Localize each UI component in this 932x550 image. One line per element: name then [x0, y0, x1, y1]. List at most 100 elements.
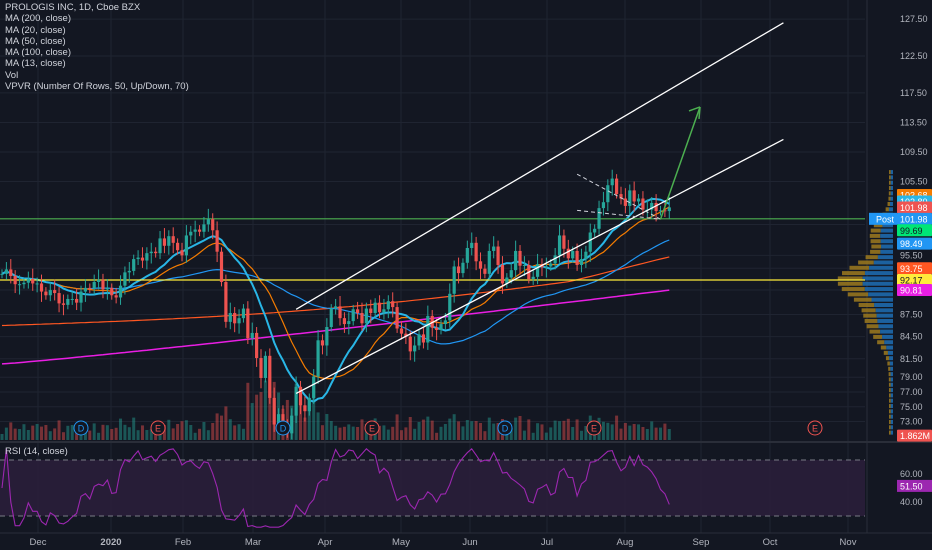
candle-body [338, 306, 342, 319]
volume-bar [492, 423, 496, 440]
vpvr-bar-up [890, 409, 893, 414]
volume-bar [584, 426, 588, 440]
price-label: 101.98 [897, 201, 932, 214]
candle-body [557, 235, 562, 256]
candle-body [263, 355, 267, 378]
indicator-ma20[interactable]: MA (20, close) [5, 24, 66, 36]
dividend-marker[interactable]: D [73, 420, 89, 436]
earnings-marker[interactable]: E [807, 420, 823, 436]
candle-body [483, 268, 487, 274]
event-circle [807, 420, 823, 436]
price-label-text: 98.49 [900, 239, 923, 249]
candle-body [514, 250, 518, 271]
vpvr-bar-down [888, 366, 891, 371]
volume-bar [66, 425, 70, 440]
candle-body [88, 287, 92, 289]
volume-bar [514, 417, 518, 440]
vpvr-bar-down [871, 244, 882, 249]
volume-bar [641, 427, 645, 440]
volume-bar [329, 421, 333, 440]
volume-bar [75, 430, 79, 440]
rsi-last-box [897, 479, 932, 492]
volume-bar [360, 419, 364, 440]
indicator-ma200[interactable]: MA (200, close) [5, 13, 71, 25]
volume-bar [193, 432, 197, 440]
volume-bar [61, 432, 65, 440]
volume-bar [215, 413, 219, 440]
candle-body [307, 397, 311, 412]
candle-body [496, 246, 500, 265]
price-label-text: 92.17 [900, 275, 923, 285]
symbol-title[interactable]: PROLOGIS INC, 1D, Cboe BZX [5, 2, 141, 13]
vpvr-bar-down [837, 281, 863, 286]
volume-bar [667, 429, 671, 440]
volume-bar [483, 431, 487, 440]
volume-bar [487, 417, 491, 440]
vpvr-profile [837, 170, 893, 435]
indicator-ma100[interactable]: MA (100, close) [5, 47, 71, 59]
volume-bar [378, 425, 382, 440]
candle-body [584, 251, 588, 260]
volume-bar [386, 429, 390, 440]
volume-bar [263, 380, 267, 440]
indicator-vpvr[interactable]: VPVR (Number Of Rows, 50, Up/Down, 70) [5, 81, 189, 93]
volume-bar [220, 415, 223, 440]
earnings-marker[interactable]: E [364, 420, 380, 436]
candle-body [110, 287, 114, 296]
candle-body [426, 315, 430, 343]
dividend-marker[interactable]: D [497, 420, 513, 436]
candle-body [132, 259, 136, 271]
earnings-marker[interactable]: E [586, 420, 602, 436]
volume-bar [162, 425, 166, 440]
vpvr-bar-up [880, 329, 893, 334]
volume-bar [255, 394, 259, 440]
indicator-volume[interactable]: Vol [5, 69, 19, 81]
indicator-ma50[interactable]: MA (50, close) [5, 35, 66, 47]
vpvr-bar-up [887, 350, 893, 355]
candle-body [399, 328, 404, 334]
volume-bar [22, 424, 26, 440]
earnings-marker[interactable]: E [150, 420, 166, 436]
vpvr-bar-down [889, 425, 891, 430]
volume-bar [575, 419, 579, 440]
time-axis-tick: Feb [175, 537, 191, 548]
indicator-ma13[interactable]: MA (13, close) [5, 58, 66, 70]
vpvr-bar-down [864, 318, 878, 323]
rsi-legend[interactable]: RSI (14, close) [5, 446, 68, 457]
candle-body [176, 242, 180, 251]
volume-bar [536, 423, 540, 440]
candle-body [342, 318, 347, 325]
candle-body [334, 306, 338, 309]
vpvr-bar-up [890, 430, 893, 435]
price-label: 101.98 Post [869, 212, 932, 225]
volume-bar [92, 423, 96, 440]
price-label: 99.69 [897, 224, 932, 237]
candle-body [461, 262, 465, 274]
volume-bar [198, 428, 202, 440]
vpvr-bar-down [888, 388, 891, 393]
candle-body [75, 298, 79, 303]
event-circle [150, 420, 166, 436]
volume-bar [101, 424, 105, 440]
candle-body [575, 250, 579, 265]
candle-body [377, 302, 382, 313]
ma200-line [1, 289, 670, 365]
volume-bar [601, 421, 605, 440]
channel-upper-line [295, 22, 784, 310]
price-label: 98.49 [897, 237, 932, 250]
vpvr-bar-up [889, 201, 893, 206]
volume-bar [659, 427, 662, 440]
candle-body [395, 307, 399, 329]
volume-bar [114, 427, 118, 440]
price-axis-tick: 109.50 [900, 147, 928, 157]
volume-bar [571, 427, 575, 440]
candle-body [364, 308, 368, 324]
dividend-marker[interactable]: D [275, 420, 291, 436]
candle-body [588, 232, 592, 252]
volume-bar [606, 422, 610, 440]
price-label-box [897, 224, 932, 237]
vpvr-bar-up [890, 398, 893, 403]
candle-body [123, 272, 127, 286]
